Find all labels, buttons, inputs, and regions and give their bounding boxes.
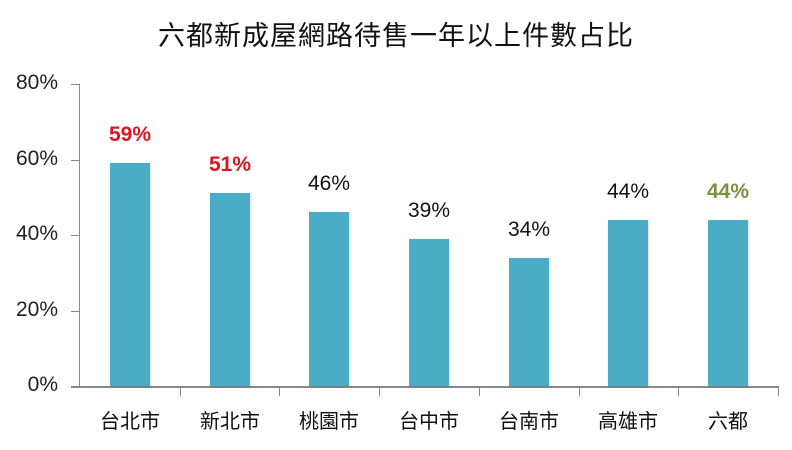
- x-category-label: 高雄市: [598, 409, 658, 433]
- x-category-label: 台北市: [100, 409, 160, 433]
- value-label: 39%: [407, 199, 451, 222]
- chart-title: 六都新成屋網路待售一年以上件數占比: [158, 21, 634, 52]
- y-tick-label: 80%: [15, 71, 58, 94]
- value-label: 46%: [307, 172, 351, 195]
- bar-2: [309, 212, 349, 386]
- value-label: 44%: [606, 180, 650, 203]
- bar-6: [708, 220, 748, 386]
- y-axis: [79, 84, 80, 386]
- x-tick-mark: [579, 386, 580, 396]
- x-tick-mark: [279, 386, 280, 396]
- x-category-label: 新北市: [200, 409, 260, 433]
- y-tick-label: 40%: [15, 222, 58, 245]
- y-tick-label: 60%: [15, 146, 58, 170]
- x-tick-mark: [479, 386, 480, 396]
- bar-4: [509, 258, 549, 386]
- y-tick-mark: [71, 84, 79, 85]
- y-tick-mark: [71, 386, 79, 387]
- y-tick-label: 20%: [15, 297, 58, 321]
- x-tick-mark: [180, 386, 181, 396]
- x-category-label: 台南市: [499, 409, 559, 433]
- bar-1: [210, 193, 250, 386]
- value-label: 51%: [208, 153, 252, 176]
- x-tick-mark: [778, 386, 779, 396]
- value-label: 44%: [706, 180, 750, 203]
- bar-5: [608, 220, 648, 386]
- x-tick-mark: [379, 386, 380, 396]
- y-tick-mark: [71, 235, 79, 236]
- x-category-label: 台中市: [399, 409, 459, 433]
- x-category-label: 桃園市: [299, 409, 359, 433]
- y-tick-label: 0%: [27, 373, 58, 396]
- bar-3: [409, 239, 449, 386]
- x-category-label: 六都: [708, 409, 748, 433]
- bar-0: [110, 163, 150, 386]
- y-tick-mark: [71, 159, 79, 161]
- y-tick-mark: [71, 310, 79, 312]
- x-tick-mark: [678, 386, 679, 396]
- value-label: 59%: [108, 123, 152, 146]
- value-label: 34%: [507, 218, 551, 241]
- x-axis: [71, 386, 778, 388]
